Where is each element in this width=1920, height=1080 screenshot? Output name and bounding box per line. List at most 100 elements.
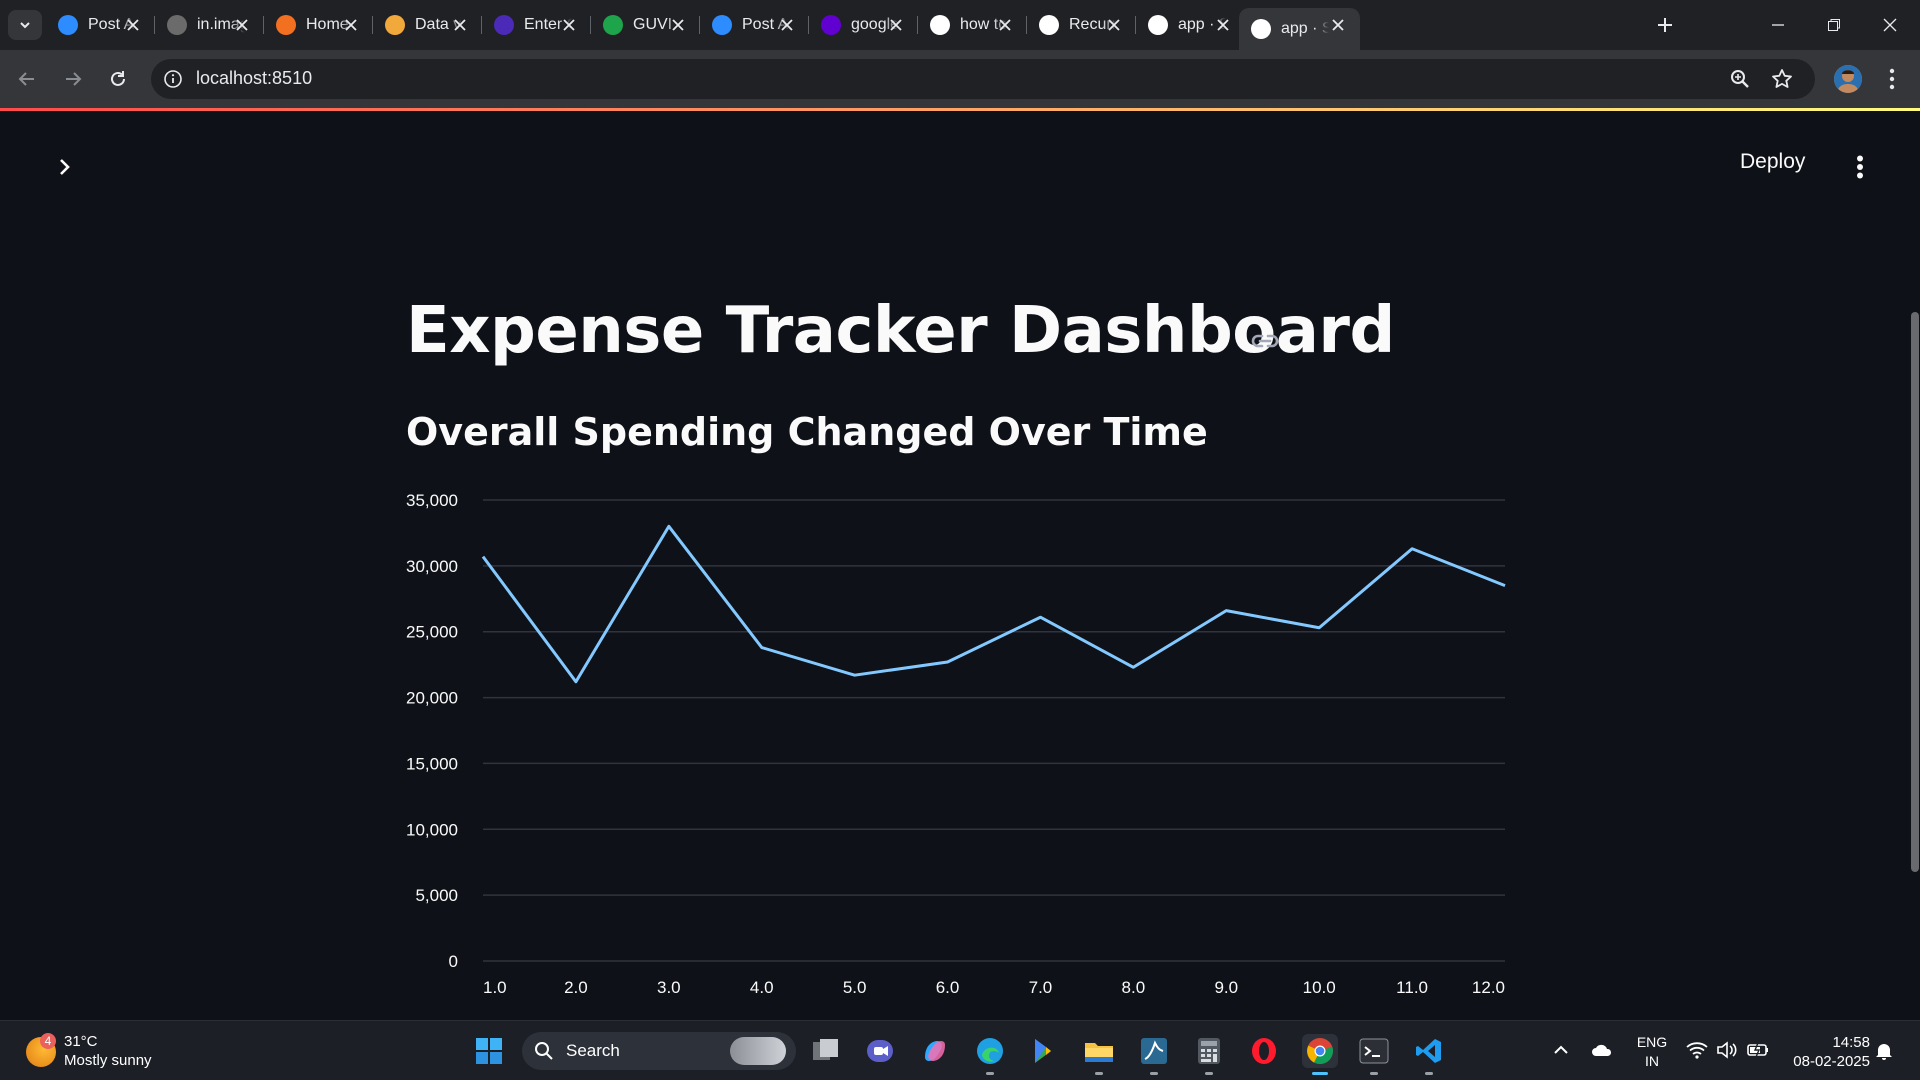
input-language-indicator[interactable]: ENG IN (1634, 1033, 1670, 1071)
x-tick-label: 7.0 (1029, 978, 1053, 997)
weather-description[interactable]: Mostly sunny (64, 1052, 152, 1069)
close-tab-button[interactable] (232, 15, 252, 35)
start-button[interactable] (471, 1034, 507, 1068)
windows-taskbar: 4 31°C Mostly sunny Search (0, 1020, 1920, 1080)
y-tick-label: 35,000 (406, 491, 458, 510)
chevron-up-icon[interactable] (1552, 1041, 1570, 1059)
browser-tab[interactable]: app · S (1239, 8, 1360, 50)
copilot-icon (925, 1041, 945, 1061)
close-icon (1332, 19, 1344, 31)
page-scrollbar[interactable] (1910, 202, 1920, 1020)
browser-tab[interactable]: google (809, 8, 918, 42)
notification-bell-icon[interactable] (1874, 1041, 1894, 1061)
close-tab-button[interactable] (559, 15, 579, 35)
browser-toolbar: localhost:8510 (0, 50, 1920, 108)
weather-temperature[interactable]: 31°C (64, 1033, 98, 1050)
close-tab-button[interactable] (668, 15, 688, 35)
close-tab-button[interactable] (450, 15, 470, 35)
deploy-button[interactable]: Deploy (1740, 150, 1806, 173)
volume-icon[interactable] (1716, 1041, 1738, 1059)
close-tab-button[interactable] (1213, 15, 1233, 35)
taskbar-app-chrome[interactable] (1302, 1034, 1338, 1075)
site-info-icon[interactable] (163, 69, 183, 89)
search-label: Search (566, 1041, 620, 1060)
clock-date: 08-02-2025 (1793, 1053, 1870, 1070)
taskbar-app-copilot[interactable] (917, 1034, 953, 1068)
reload-button[interactable] (103, 64, 133, 94)
browser-tab[interactable]: Recurr (1027, 8, 1136, 42)
browser-tab[interactable]: how to (918, 8, 1027, 42)
more-vertical-icon (1857, 155, 1863, 179)
taskbar-app-play-store[interactable] (1026, 1034, 1062, 1068)
browser-tab-title: app · S (1178, 16, 1226, 33)
close-tab-button[interactable] (341, 15, 361, 35)
chrome-icon (1307, 1038, 1333, 1064)
task-view-button[interactable] (808, 1034, 844, 1068)
x-tick-label: 12.0 (1472, 978, 1505, 997)
taskbar-app-file-explorer[interactable] (1081, 1034, 1117, 1075)
close-tab-button[interactable] (123, 15, 143, 35)
new-tab-button[interactable] (1652, 12, 1678, 38)
taskbar-app-edge[interactable] (972, 1034, 1008, 1075)
app-main-menu-button[interactable] (1848, 150, 1872, 184)
system-clock[interactable]: 14:58 08-02-2025 (1780, 1033, 1870, 1071)
browser-tab-title: Post A (742, 16, 789, 33)
taskbar-app-vscode[interactable] (1411, 1034, 1447, 1075)
browser-tab-title: google (851, 16, 899, 33)
forward-button[interactable] (58, 64, 88, 94)
minimize-button[interactable] (1750, 0, 1806, 50)
tab-separator (1026, 16, 1027, 34)
tab-separator (808, 16, 809, 34)
taskbar-app-calculator[interactable] (1191, 1034, 1227, 1075)
taskbar-search-box[interactable]: Search (522, 1032, 796, 1070)
book-icon (385, 15, 405, 35)
taskbar-app-terminal[interactable] (1356, 1034, 1392, 1075)
close-icon (1108, 19, 1120, 31)
x-tick-label: 1.0 (483, 978, 507, 997)
back-button[interactable] (12, 64, 42, 94)
address-bar[interactable]: localhost:8510 (151, 59, 1815, 99)
tab-separator (263, 16, 264, 34)
browser-tab[interactable]: Post A (46, 8, 155, 42)
streamlit-app: Deploy Expense Tracker Dashboard Overall… (0, 108, 1920, 1020)
bookmark-star-icon[interactable] (1771, 68, 1793, 90)
battery-icon[interactable] (1746, 1041, 1770, 1059)
restore-button[interactable] (1806, 0, 1862, 50)
tab-separator (372, 16, 373, 34)
close-tab-button[interactable] (1104, 15, 1124, 35)
spending-line-chart[interactable]: 0 5,000 10,000 15,000 20,000 25,000 30,000 35,0… (390, 478, 1520, 1020)
onedrive-cloud-icon[interactable] (1590, 1041, 1614, 1059)
browser-menu-button[interactable] (1880, 64, 1904, 94)
browser-tab[interactable]: Post A (700, 8, 809, 42)
browser-tab[interactable]: Data vi (373, 8, 482, 42)
link-anchor-icon[interactable] (1248, 324, 1282, 358)
taskbar-app-meet[interactable] (862, 1034, 898, 1068)
running-indicator (1312, 1072, 1328, 1075)
browser-tab[interactable]: GUVI (591, 8, 700, 42)
profile-photo-icon (1834, 65, 1862, 93)
close-tab-button[interactable] (995, 15, 1015, 35)
close-window-button[interactable] (1862, 0, 1918, 50)
profile-avatar[interactable] (1834, 65, 1862, 93)
scrollbar-thumb[interactable] (1911, 312, 1919, 872)
close-tab-button[interactable] (886, 15, 906, 35)
close-tab-button[interactable] (777, 15, 797, 35)
taskbar-app-opera[interactable] (1246, 1034, 1282, 1068)
tab-separator (1135, 16, 1136, 34)
wifi-icon[interactable] (1686, 1041, 1708, 1059)
taskbar-app-mysql-workbench[interactable] (1136, 1034, 1172, 1075)
header-decoration-bar (0, 108, 1920, 111)
k-icon (494, 15, 514, 35)
language-code: ENG (1636, 1034, 1668, 1050)
browser-tab[interactable]: Enter C (482, 8, 591, 42)
close-icon (890, 19, 902, 31)
browser-tab[interactable]: Home (264, 8, 373, 42)
url-text[interactable]: localhost:8510 (196, 68, 313, 88)
browser-tab[interactable]: app · S (1136, 8, 1245, 42)
sidebar-expand-button[interactable] (50, 152, 80, 182)
close-tab-button[interactable] (1328, 15, 1348, 35)
zoom-icon[interactable] (1729, 68, 1751, 90)
browser-tab[interactable]: in.imag (155, 8, 264, 42)
tab-search-button[interactable] (8, 10, 42, 40)
streamlit-icon (1251, 19, 1271, 39)
